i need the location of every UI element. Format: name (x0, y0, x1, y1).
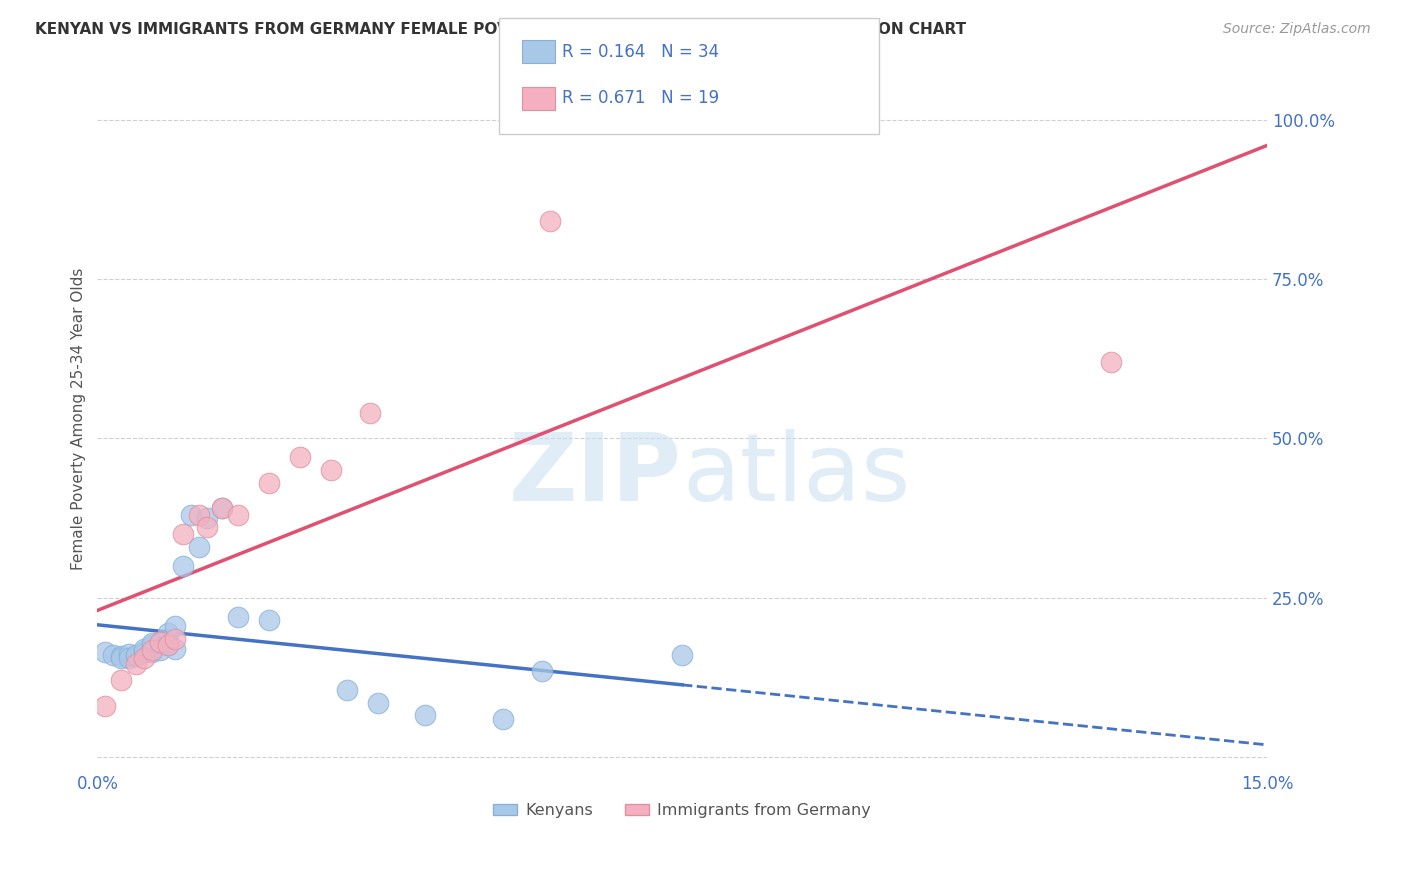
Point (125, 649, 148, 664)
Point (117, 647, 139, 661)
Point (134, 641, 156, 656)
Point (156, 625, 179, 640)
Point (530, 664, 553, 678)
Point (110, 649, 132, 664)
Point (226, 609, 249, 624)
Text: ZIP: ZIP (509, 429, 682, 521)
Point (141, 636, 163, 650)
Point (195, 511, 218, 525)
Point (134, 645, 156, 659)
Point (94, 645, 117, 659)
Point (149, 642, 172, 657)
Point (149, 636, 172, 650)
Point (125, 648, 148, 662)
Point (149, 635, 172, 649)
Point (288, 450, 311, 465)
Point (257, 613, 280, 627)
Point (165, 632, 187, 646)
Point (1099, 355, 1122, 369)
Y-axis label: Female Poverty Among 25-34 Year Olds: Female Poverty Among 25-34 Year Olds (72, 268, 86, 570)
Text: R = 0.671   N = 19: R = 0.671 N = 19 (562, 89, 720, 107)
Point (195, 520, 218, 534)
Point (165, 619, 187, 633)
Point (165, 641, 187, 656)
Point (336, 683, 359, 698)
Point (321, 463, 343, 477)
Point (257, 475, 280, 490)
Point (211, 501, 233, 516)
Point (156, 635, 179, 649)
Point (156, 638, 179, 652)
Point (117, 651, 139, 665)
Point (671, 648, 693, 662)
Text: Source: ZipAtlas.com: Source: ZipAtlas.com (1223, 22, 1371, 37)
Point (413, 708, 436, 723)
Point (172, 558, 194, 573)
Point (110, 651, 132, 665)
Point (141, 642, 163, 657)
Legend: Kenyans, Immigrants from Germany: Kenyans, Immigrants from Germany (486, 797, 877, 825)
Point (187, 508, 209, 522)
Point (110, 673, 132, 688)
Point (226, 508, 249, 522)
Text: R = 0.164   N = 34: R = 0.164 N = 34 (562, 43, 720, 61)
Point (156, 638, 179, 652)
Point (492, 712, 515, 726)
Point (134, 651, 156, 665)
Point (367, 696, 389, 710)
Point (211, 501, 233, 516)
Point (94, 698, 117, 713)
Text: atlas: atlas (682, 429, 910, 521)
Point (125, 657, 148, 672)
Point (187, 540, 209, 554)
Point (538, 214, 561, 228)
Point (172, 526, 194, 541)
Point (101, 648, 124, 662)
Point (134, 645, 156, 659)
Point (141, 638, 163, 652)
Point (359, 406, 381, 420)
Point (141, 645, 163, 659)
Text: KENYAN VS IMMIGRANTS FROM GERMANY FEMALE POVERTY AMONG 25-34 YEAR OLDS CORRELATI: KENYAN VS IMMIGRANTS FROM GERMANY FEMALE… (35, 22, 966, 37)
Point (180, 508, 202, 522)
